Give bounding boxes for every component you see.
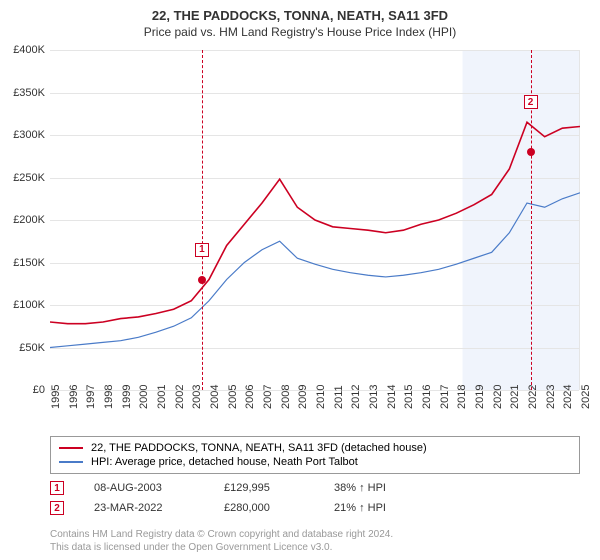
marker-table: 1 08-AUG-2003 £129,995 38% ↑ HPI 2 23-MAR-202…	[50, 478, 434, 518]
marker-table-row: 2 23-MAR-2022 £280,000 21% ↑ HPI	[50, 498, 434, 518]
x-tick-label: 1996	[68, 385, 80, 409]
legend-item: HPI: Average price, detached house, Neat…	[59, 455, 571, 469]
y-tick-label: £400K	[0, 44, 45, 56]
x-tick-label: 2018	[456, 385, 468, 409]
y-tick-label: £200K	[0, 214, 45, 226]
x-tick-label: 1997	[85, 385, 97, 409]
x-tick-label: 2025	[580, 385, 592, 409]
x-tick-label: 2002	[174, 385, 186, 409]
legend-label: 22, THE PADDOCKS, TONNA, NEATH, SA11 3FD…	[91, 442, 427, 454]
x-tick-label: 2000	[138, 385, 150, 409]
x-tick-label: 2009	[297, 385, 309, 409]
legend-item: 22, THE PADDOCKS, TONNA, NEATH, SA11 3FD…	[59, 441, 571, 455]
legend-swatch	[59, 461, 83, 463]
marker-table-row: 1 08-AUG-2003 £129,995 38% ↑ HPI	[50, 478, 434, 498]
x-axis-labels: 1995199619971998199920002001200220032004…	[50, 395, 580, 435]
marker-box: 1	[195, 243, 209, 257]
y-tick-label: £300K	[0, 129, 45, 141]
plot-area: £0£50K£100K£150K£200K£250K£300K£350K£400…	[50, 50, 580, 390]
legend: 22, THE PADDOCKS, TONNA, NEATH, SA11 3FD…	[50, 436, 580, 474]
marker-box: 2	[524, 95, 538, 109]
x-tick-label: 2012	[350, 385, 362, 409]
y-tick-label: £350K	[0, 87, 45, 99]
chart-subtitle: Price paid vs. HM Land Registry's House …	[0, 23, 600, 39]
footer-line2: This data is licensed under the Open Gov…	[50, 541, 393, 554]
x-tick-label: 2003	[191, 385, 203, 409]
series-property	[50, 122, 580, 323]
x-tick-label: 2016	[421, 385, 433, 409]
x-tick-label: 2010	[315, 385, 327, 409]
legend-swatch	[59, 447, 83, 449]
x-tick-label: 2022	[527, 385, 539, 409]
x-tick-label: 2013	[368, 385, 380, 409]
x-tick-label: 2021	[509, 385, 521, 409]
marker-id-box: 2	[50, 501, 64, 515]
x-tick-label: 2001	[156, 385, 168, 409]
x-tick-label: 2008	[280, 385, 292, 409]
x-tick-label: 2015	[403, 385, 415, 409]
marker-price: £280,000	[224, 502, 304, 514]
series-hpi	[50, 193, 580, 348]
footer-attribution: Contains HM Land Registry data © Crown c…	[50, 528, 393, 554]
x-tick-label: 2011	[333, 385, 345, 409]
x-tick-label: 2023	[545, 385, 557, 409]
chart-title: 22, THE PADDOCKS, TONNA, NEATH, SA11 3FD	[0, 0, 600, 23]
x-tick-label: 2014	[386, 385, 398, 409]
marker-vline	[202, 50, 203, 390]
x-tick-label: 1999	[121, 385, 133, 409]
x-tick-label: 1998	[103, 385, 115, 409]
x-tick-label: 2017	[439, 385, 451, 409]
chart-container: 22, THE PADDOCKS, TONNA, NEATH, SA11 3FD…	[0, 0, 600, 560]
marker-date: 23-MAR-2022	[94, 502, 194, 514]
marker-id-box: 1	[50, 481, 64, 495]
x-tick-label: 2020	[492, 385, 504, 409]
marker-date: 08-AUG-2003	[94, 482, 194, 494]
chart-area: £0£50K£100K£150K£200K£250K£300K£350K£400…	[50, 50, 580, 390]
x-tick-label: 2024	[562, 385, 574, 409]
x-tick-label: 2019	[474, 385, 486, 409]
x-tick-label: 1995	[50, 385, 62, 409]
y-tick-label: £150K	[0, 257, 45, 269]
marker-pct: 38% ↑ HPI	[334, 482, 434, 494]
legend-label: HPI: Average price, detached house, Neat…	[91, 456, 358, 468]
y-tick-label: £100K	[0, 299, 45, 311]
x-tick-label: 2004	[209, 385, 221, 409]
x-tick-label: 2005	[227, 385, 239, 409]
footer-line1: Contains HM Land Registry data © Crown c…	[50, 528, 393, 541]
marker-dot	[198, 276, 206, 284]
x-tick-label: 2007	[262, 385, 274, 409]
y-tick-label: £0	[0, 384, 45, 396]
marker-dot	[527, 148, 535, 156]
y-tick-label: £50K	[0, 342, 45, 354]
marker-pct: 21% ↑ HPI	[334, 502, 434, 514]
marker-price: £129,995	[224, 482, 304, 494]
chart-svg	[50, 50, 580, 390]
x-tick-label: 2006	[244, 385, 256, 409]
y-tick-label: £250K	[0, 172, 45, 184]
